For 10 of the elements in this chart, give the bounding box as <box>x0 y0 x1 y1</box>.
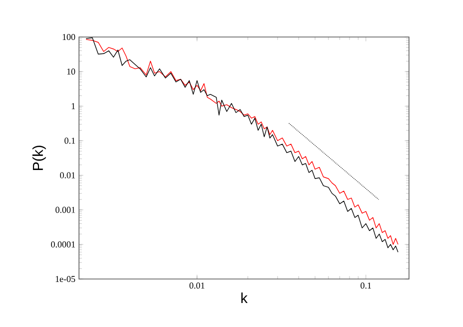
y-tick-label: 100 <box>62 34 76 40</box>
y-tick-label: 1 <box>72 103 75 110</box>
y-tick-label: 0.0001 <box>51 241 75 248</box>
y-tick-label: 10 <box>67 68 76 75</box>
y-tick-label: 0.001 <box>56 206 75 213</box>
y-tick-label: 0.1 <box>64 138 75 144</box>
y-tick-label: 1e-05 <box>56 276 76 282</box>
y-axis-title: P(k) <box>32 146 46 170</box>
x-axis-title: k <box>241 292 248 303</box>
y-tick-label: 0.01 <box>60 172 75 178</box>
